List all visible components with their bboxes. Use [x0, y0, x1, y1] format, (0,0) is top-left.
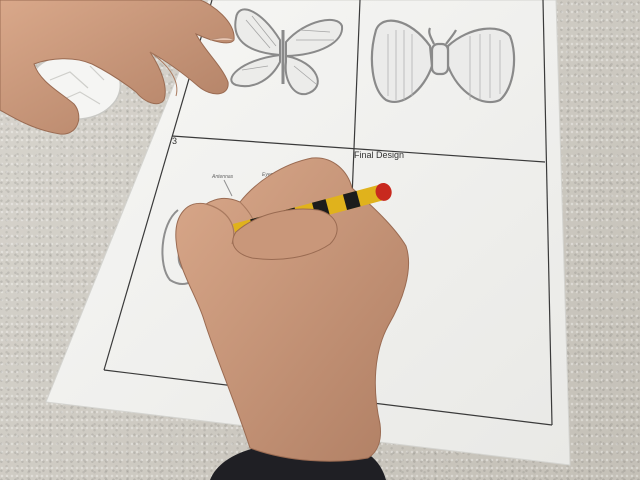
cell-number-label: 3: [172, 136, 177, 146]
right-hand: [175, 157, 410, 462]
right-hand-thumb: [232, 208, 338, 260]
butterfly-right-shading: [387, 30, 501, 100]
annotation-eyes: Eyes: [262, 172, 274, 178]
butterfly-sketch-right: [370, 19, 516, 104]
annotation-antennas: Antennas: [211, 174, 234, 180]
pencil-eraser-cap: [375, 182, 392, 201]
butterfly-sketch-left: [230, 8, 344, 96]
final-design-label: Final Design: [354, 150, 404, 160]
butterfly-left-shading: [241, 15, 334, 85]
left-hand: [0, 0, 235, 135]
left-hand-fingernail: [209, 37, 235, 41]
